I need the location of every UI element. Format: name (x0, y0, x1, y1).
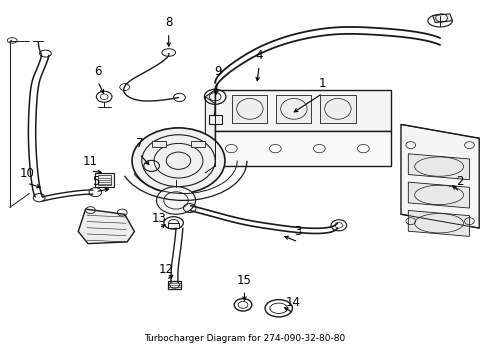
Bar (151, 141, 166, 147)
Bar (167, 222, 179, 228)
Text: 15: 15 (237, 274, 251, 287)
Text: 8: 8 (164, 16, 172, 30)
Polygon shape (407, 182, 468, 208)
Polygon shape (407, 211, 468, 237)
Text: 14: 14 (285, 296, 300, 309)
Bar (276, 95, 311, 123)
Text: 1: 1 (318, 77, 326, 90)
Text: 5: 5 (91, 175, 99, 188)
Polygon shape (78, 209, 134, 244)
Polygon shape (205, 90, 215, 173)
Text: Turbocharger Diagram for 274-090-32-80-80: Turbocharger Diagram for 274-090-32-80-8… (143, 334, 345, 343)
Polygon shape (432, 14, 451, 22)
Bar (95, 173, 114, 186)
Ellipse shape (132, 128, 224, 194)
Text: 9: 9 (213, 65, 221, 78)
Polygon shape (400, 125, 478, 228)
Text: 6: 6 (94, 65, 102, 78)
Polygon shape (215, 131, 390, 166)
Polygon shape (407, 154, 468, 180)
Text: 4: 4 (255, 49, 263, 62)
Bar (168, 281, 181, 289)
Text: 7: 7 (135, 137, 143, 150)
Text: 10: 10 (20, 167, 34, 180)
Bar (98, 175, 111, 185)
Text: 11: 11 (83, 154, 98, 168)
Bar (232, 95, 267, 123)
Text: 2: 2 (455, 175, 463, 188)
Text: 12: 12 (159, 264, 173, 276)
Text: 3: 3 (294, 225, 302, 238)
Text: 13: 13 (151, 212, 166, 225)
Bar (320, 95, 355, 123)
Ellipse shape (156, 186, 195, 214)
Bar (209, 115, 222, 125)
Bar (190, 141, 205, 147)
Polygon shape (215, 90, 390, 131)
